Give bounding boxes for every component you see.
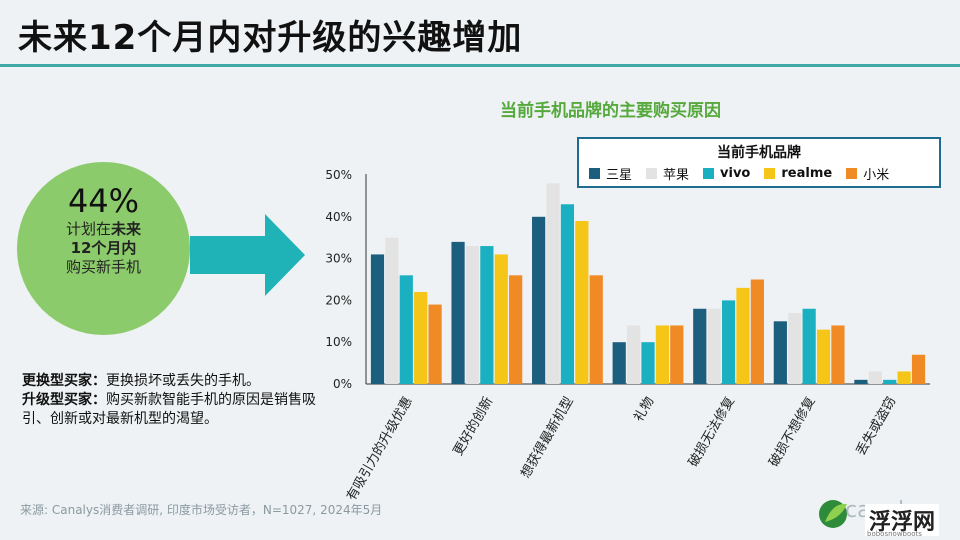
bar xyxy=(707,308,721,384)
note-upgrade: 升级型买家：购买新款智能手机的原因是销售吸引、创新或对最新机型的渴望。 xyxy=(22,391,322,429)
highlight-line-2: 12个月内 xyxy=(70,239,137,257)
watermark-logo: canalys 浮浮网 bobosnowboots xyxy=(815,494,955,538)
legend-swatch xyxy=(646,168,658,179)
bar xyxy=(854,379,868,384)
bar xyxy=(385,237,399,384)
arrow-right-icon xyxy=(190,214,305,296)
bar xyxy=(451,241,465,384)
y-tick-label: 40% xyxy=(325,210,352,224)
bar xyxy=(509,275,523,384)
bar xyxy=(816,329,831,384)
bar xyxy=(750,279,764,384)
legend-item-3: realme xyxy=(764,166,832,181)
bar xyxy=(575,220,589,384)
bar xyxy=(589,275,603,384)
bar xyxy=(546,183,560,384)
y-tick-label: 50% xyxy=(325,168,352,182)
legend-title: 当前手机品牌 xyxy=(717,145,801,161)
leaf-logo-icon xyxy=(819,500,847,528)
bar xyxy=(494,254,508,384)
x-tick-label: 丢失或盗窃 xyxy=(853,394,899,458)
chart-legend: 当前手机品牌 三星 苹果 vivo realme 小米 xyxy=(577,137,941,188)
watermark-site-name: 浮浮网 xyxy=(865,504,940,536)
note-replacement-text: 更换损坏或丢失的手机。 xyxy=(106,373,260,389)
buyer-notes: 更换型买家：更换损坏或丢失的手机。 升级型买家：购买新款智能手机的原因是销售吸引… xyxy=(22,372,322,429)
bar xyxy=(655,325,669,384)
legend-label: vivo xyxy=(720,166,751,181)
legend-items: 三星 苹果 vivo realme 小米 xyxy=(589,164,889,183)
legend-item-1: 苹果 xyxy=(646,164,689,183)
y-tick-label: 0% xyxy=(333,377,352,391)
bar xyxy=(911,354,926,384)
title-divider xyxy=(0,64,960,67)
legend-item-4: 小米 xyxy=(846,164,889,183)
legend-swatch xyxy=(764,168,776,179)
note-upgrade-text: 购买新款智能手机的原因是销售吸引、创新或对最新机型的渴望。 xyxy=(22,392,316,427)
legend-label: 三星 xyxy=(606,168,633,183)
legend-swatch xyxy=(703,168,715,179)
legend-label: realme xyxy=(781,166,833,181)
bar xyxy=(428,304,442,384)
bar xyxy=(721,300,736,384)
legend-label: 小米 xyxy=(863,168,890,183)
bar xyxy=(465,246,480,384)
watermark-domain: bobosnowboots xyxy=(867,530,922,538)
bar xyxy=(868,371,882,384)
bar xyxy=(788,312,802,384)
x-tick-label: 破损不想修复 xyxy=(766,394,819,470)
legend-label: 苹果 xyxy=(663,168,690,183)
highlight-line-3: 购买新手机 xyxy=(65,258,141,276)
bar xyxy=(773,321,787,384)
highlight-line-1a: 计划在 xyxy=(65,220,111,238)
x-tick-label: 破损无法修复 xyxy=(686,395,738,470)
bar xyxy=(627,325,641,384)
source-note: 来源: Canalys消费者调研, 印度市场受访者，N=1027, 2024年5… xyxy=(20,503,383,517)
bar xyxy=(641,342,655,384)
x-tick-label: 更好的创新 xyxy=(450,394,496,458)
highlight-line-1b: 未来 xyxy=(111,220,142,238)
page-title: 未来12个月内对升级的兴趣增加 xyxy=(18,18,523,58)
legend-swatch xyxy=(589,168,600,179)
note-replacement: 更换型买家：更换损坏或丢失的手机。 xyxy=(22,372,322,391)
y-tick-label: 30% xyxy=(325,252,352,266)
bar xyxy=(736,287,750,384)
y-tick-label: 20% xyxy=(325,293,352,307)
bar xyxy=(480,246,494,384)
note-replacement-label: 更换型买家： xyxy=(22,373,106,389)
bar xyxy=(670,325,684,384)
bar xyxy=(399,275,413,384)
x-tick-label: 想获得最新机型 xyxy=(518,394,577,481)
highlight-percent: 44% xyxy=(67,182,140,220)
bar xyxy=(612,342,626,384)
bar xyxy=(370,254,385,384)
note-upgrade-label: 升级型买家： xyxy=(22,392,106,408)
bar xyxy=(883,379,897,384)
y-tick-label: 10% xyxy=(325,335,352,349)
highlight-circle: 44% 计划在未来 12个月内 购买新手机 xyxy=(17,162,190,335)
chart-title: 当前手机品牌的主要购买原因 xyxy=(500,101,721,121)
highlight-line-1: 计划在未来 xyxy=(17,220,190,239)
x-tick-label: 礼物 xyxy=(631,394,658,425)
x-tick-label: 有吸引力的升级优惠 xyxy=(343,394,415,503)
legend-item-2: vivo xyxy=(703,166,750,181)
bar xyxy=(532,216,546,384)
legend-swatch xyxy=(846,168,858,179)
bar xyxy=(831,325,845,384)
bar xyxy=(693,308,707,384)
bar xyxy=(802,308,816,384)
legend-item-0: 三星 xyxy=(589,164,632,183)
bar xyxy=(897,371,911,384)
bar xyxy=(560,204,575,384)
bar xyxy=(414,292,428,384)
